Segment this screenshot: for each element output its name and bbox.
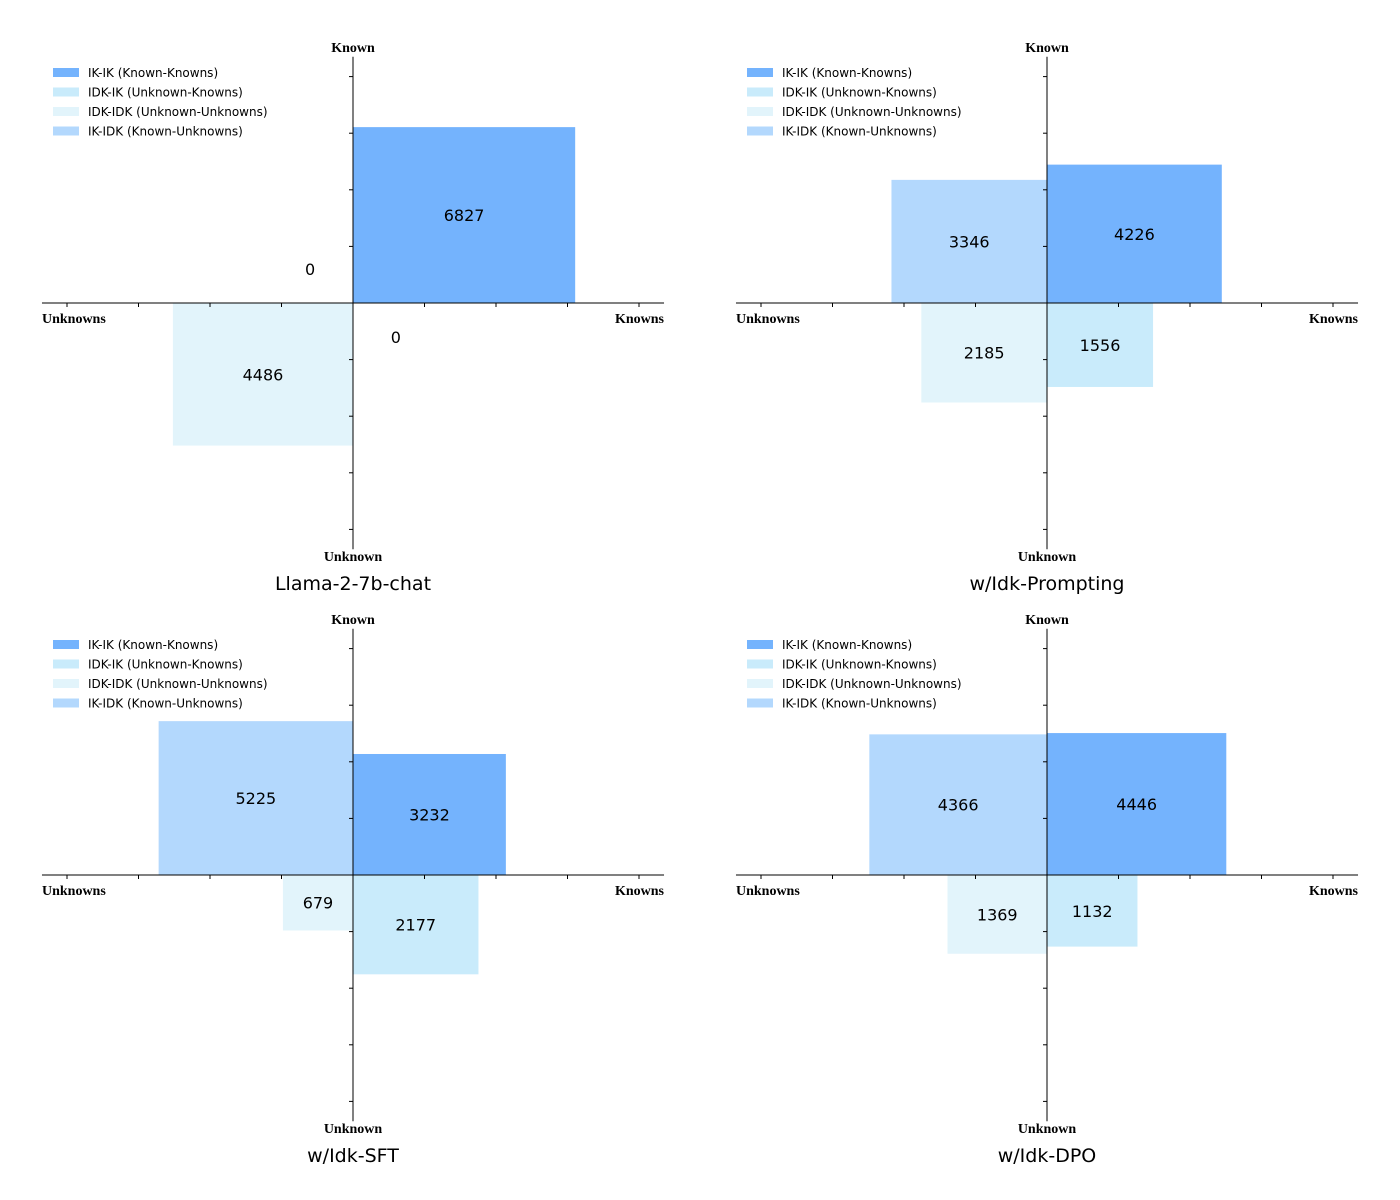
data-label-ik-ik: 4226 — [1114, 225, 1155, 244]
axis-label-left: Unknowns — [736, 884, 800, 899]
axis-label-top: Known — [1025, 613, 1069, 628]
data-label-idk-idk: 679 — [303, 894, 334, 913]
axis-label-right: Knowns — [615, 312, 665, 327]
legend-label-idk-idk: IDK-IDK (Unknown-Unknowns) — [88, 677, 268, 691]
legend-swatch-ik-idk — [53, 698, 79, 708]
legend-swatch-idk-ik — [53, 87, 79, 97]
bar-idk-ik — [1047, 303, 1154, 387]
bar-ik-idk — [869, 734, 1047, 875]
data-label-idk-idk: 2185 — [964, 344, 1005, 363]
legend-swatch-idk-idk — [53, 679, 79, 688]
legend-label-ik-ik: IK-IK (Known-Knowns) — [782, 66, 912, 80]
data-label-ik-ik: 6827 — [444, 206, 485, 225]
data-label-ik-idk: 4366 — [938, 796, 979, 815]
legend-swatch-ik-ik — [53, 68, 79, 77]
axis-label-bottom: Unknown — [324, 1122, 383, 1137]
axis-label-left: Unknowns — [42, 884, 106, 899]
bar-ik-ik — [353, 127, 576, 303]
legend-swatch-idk-ik — [747, 87, 773, 97]
chart-panel-3: 4446 1132 1369 4366 Known Unknown Unknowns Know… — [735, 613, 1359, 1167]
legend-swatch-ik-idk — [53, 126, 79, 136]
legend-swatch-idk-ik — [53, 659, 79, 669]
data-label-ik-idk: 0 — [305, 260, 315, 279]
bar-idk-idk — [921, 303, 1047, 403]
legend-label-idk-idk: IDK-IDK (Unknown-Unknowns) — [782, 677, 962, 691]
axis-label-right: Knowns — [615, 884, 665, 899]
legend-label-ik-ik: IK-IK (Known-Knowns) — [782, 638, 912, 652]
legend-swatch-idk-ik — [747, 659, 773, 669]
data-label-idk-idk: 4486 — [243, 365, 284, 384]
data-label-ik-ik: 4446 — [1116, 795, 1157, 814]
axis-label-bottom: Unknown — [1018, 1122, 1077, 1137]
chart-panel-2: 3232 2177 679 5225 Known Unknown Unknowns Known… — [41, 613, 665, 1167]
chart-title: w/Idk-SFT — [307, 1145, 399, 1167]
data-label-idk-ik: 2177 — [395, 916, 436, 935]
legend-label-ik-ik: IK-IK (Known-Knowns) — [88, 638, 218, 652]
legend-label-idk-idk: IDK-IDK (Unknown-Unknowns) — [782, 105, 962, 119]
bar-ik-idk — [891, 179, 1047, 303]
bar-idk-ik — [1047, 875, 1138, 947]
axis-label-left: Unknowns — [736, 312, 800, 327]
legend-swatch-ik-ik — [747, 640, 773, 649]
bar-idk-ik — [353, 875, 479, 975]
legend-label-idk-idk: IDK-IDK (Unknown-Unknowns) — [88, 105, 268, 119]
legend-swatch-ik-ik — [747, 68, 773, 77]
axis-label-bottom: Unknown — [324, 550, 383, 565]
legend-label-idk-ik: IDK-IK (Unknown-Knowns) — [782, 86, 937, 100]
chart-panel-1: 4226 1556 2185 3346 Known Unknown Unknowns Know… — [735, 41, 1359, 595]
legend-swatch-ik-ik — [53, 640, 79, 649]
data-label-ik-idk: 3346 — [949, 232, 990, 251]
axis-label-top: Known — [331, 41, 375, 56]
axis-label-top: Known — [1025, 41, 1069, 56]
legend-swatch-ik-idk — [747, 698, 773, 708]
legend-swatch-idk-idk — [747, 679, 773, 688]
chart-title: Llama-2-7b-chat — [275, 573, 431, 595]
legend-label-idk-ik: IDK-IK (Unknown-Knowns) — [88, 658, 243, 672]
legend-label-idk-ik: IDK-IK (Unknown-Knowns) — [88, 86, 243, 100]
data-label-ik-idk: 5225 — [235, 789, 276, 808]
legend-swatch-idk-idk — [747, 107, 773, 116]
axis-label-bottom: Unknown — [1018, 550, 1077, 565]
legend-label-ik-idk: IK-IDK (Known-Unknowns) — [782, 697, 937, 711]
data-label-idk-idk: 1369 — [977, 905, 1018, 924]
legend-label-ik-idk: IK-IDK (Known-Unknowns) — [88, 125, 243, 139]
bar-ik-ik — [1047, 733, 1227, 875]
legend-label-ik-idk: IK-IDK (Known-Unknowns) — [88, 697, 243, 711]
data-label-idk-ik: 1556 — [1080, 336, 1121, 355]
axis-label-top: Known — [331, 613, 375, 628]
axis-label-right: Knowns — [1309, 312, 1359, 327]
bar-idk-idk — [172, 303, 353, 446]
legend-swatch-idk-idk — [53, 107, 79, 116]
bar-ik-ik — [353, 753, 506, 875]
chart-title: w/Idk-Prompting — [969, 573, 1124, 595]
bar-ik-idk — [158, 721, 353, 875]
legend-label-ik-idk: IK-IDK (Known-Unknowns) — [782, 125, 937, 139]
data-label-idk-ik: 1132 — [1072, 902, 1113, 921]
bar-ik-ik — [1047, 164, 1222, 303]
legend-label-ik-ik: IK-IK (Known-Knowns) — [88, 66, 218, 80]
bar-idk-idk — [947, 875, 1047, 954]
data-label-idk-ik: 0 — [391, 328, 401, 347]
axis-label-left: Unknowns — [42, 312, 106, 327]
chart-panel-0: 6827 0 4486 0 Known Unknown Unknowns Knowns Llam… — [41, 41, 665, 595]
chart-title: w/Idk-DPO — [998, 1145, 1097, 1167]
data-label-ik-ik: 3232 — [409, 805, 450, 824]
legend-label-idk-ik: IDK-IK (Unknown-Knowns) — [782, 658, 937, 672]
axis-label-right: Knowns — [1309, 884, 1359, 899]
bar-idk-idk — [282, 875, 353, 931]
legend-swatch-ik-idk — [747, 126, 773, 136]
